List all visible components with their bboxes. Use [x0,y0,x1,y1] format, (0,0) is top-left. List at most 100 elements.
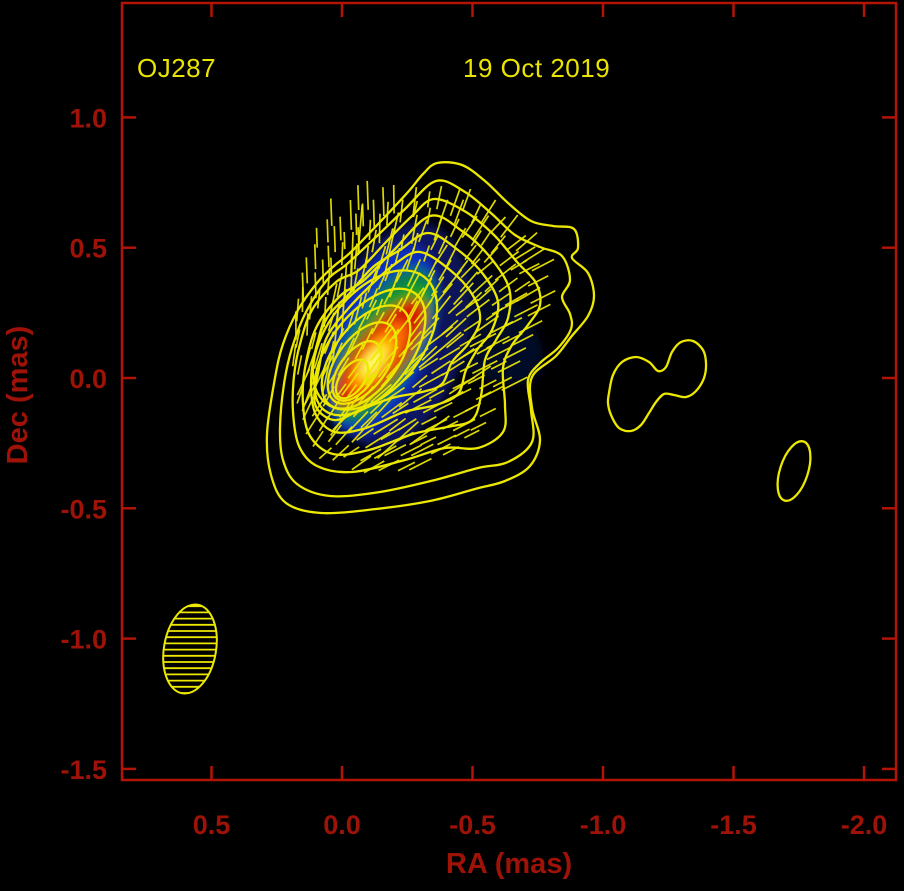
polarization-tick [502,347,527,361]
polarization-tick [380,371,395,388]
x-tick-label: -1.5 [710,810,757,840]
detached-knot-far-contour [776,440,812,502]
polarization-tick [404,353,426,376]
polarization-tick [296,368,311,396]
polarization-tick [494,263,517,281]
polarization-tick [500,214,519,238]
polarization-tick [360,448,382,462]
polarization-tick [343,231,346,250]
polarization-tick [312,430,324,447]
polarization-tick [394,247,401,265]
polarization-tick-long [329,394,361,436]
polarization-tick [372,199,376,228]
polarization-tick [483,246,499,263]
polarization-tick [381,401,403,419]
polarization-tick [470,203,482,224]
contour-line [313,287,427,417]
polarization-tick [330,257,333,277]
polarization-tick [308,296,313,320]
polarization-tick [449,218,460,238]
polarization-tick [480,231,492,246]
polarization-tick [361,327,374,350]
polarization-tick [397,461,416,472]
polarization-tick [363,460,385,474]
polarization-tick [518,262,540,275]
polarization-tick [459,361,479,373]
contour-line [291,197,542,474]
polarization-tick [332,444,350,461]
polarization-tick [458,344,483,360]
polarization-tick [366,180,370,210]
polarization-tick [430,443,451,455]
polarization-tick [433,216,443,241]
polarization-tick [407,300,419,320]
polarization-tick [428,325,454,346]
polarization-tick [327,245,330,268]
polarization-tick [474,315,500,334]
polarization-tick [464,402,482,413]
polarization-tick [410,329,433,351]
polarization-tick [422,399,447,414]
polarization-tick [370,383,392,403]
polarization-tick [386,201,389,226]
polarization-tick [316,290,321,309]
polarization-tick [397,371,415,387]
x-tick-label: 0.0 [323,810,361,840]
polarization-tick [515,231,538,252]
polarization-tick [296,386,304,404]
polarization-tick-long [321,340,335,396]
polarization-tick [313,367,326,390]
polarization-tick [410,347,429,365]
contour-line [313,250,482,422]
polarization-tick [459,271,479,293]
polarization-tick [461,215,478,239]
polarization-tick [326,370,338,387]
polarization-tick-long [332,302,340,362]
polarization-tick [385,228,394,255]
polarization-tick [322,385,335,407]
polarization-tick [472,215,490,240]
polarization-tick-long [376,420,420,460]
polarization-tick [365,431,391,449]
polarization-tick [353,296,363,325]
polarization-tick [343,446,360,458]
polarization-tick [377,362,390,378]
y-tick-label: -1.5 [60,755,107,785]
polarization-tick [356,372,374,393]
polarization-tick [412,200,419,218]
polarization-tick [342,337,355,361]
polarization-tick [318,447,333,460]
polarization-tick [470,421,487,432]
polarization-tick [346,310,355,332]
x-tick-label: -1.0 [580,810,627,840]
polarization-tick [452,282,474,306]
polarization-tick [453,199,465,225]
polarization-tick [367,269,378,293]
polarization-tick [395,258,409,283]
polarization-tick [423,245,431,262]
polarization-tick-long [410,415,450,445]
x-tick-label: -0.5 [449,810,496,840]
polarization-tick [333,226,337,253]
polarization-tick [310,332,317,350]
polarization-tick [327,312,335,332]
polarization-tick [515,286,541,303]
polarization-tick [486,346,513,361]
polarization-tick [447,299,463,315]
polarization-tick [347,358,363,379]
polarization-tick [412,187,418,217]
epoch-date-label: 19 Oct 2019 [463,53,610,83]
polarization-tick [470,230,482,247]
polarization-tick [404,399,432,414]
polarization-tick [398,342,414,358]
polarization-tick-long [407,277,433,323]
polarization-tick [441,360,465,376]
polarization-tick [398,388,423,408]
polarization-tick [476,260,494,275]
polarization-tick-long [350,231,354,293]
axes-frame: 0.5 0.0 -0.5 -1.0 -1.5 -2.0 1.0 0.5 0.0 -0.5 -1.0 -… [60,1,898,840]
polarization-tick [464,244,477,261]
x-tick-label: -2.0 [841,810,888,840]
polarization-tick [339,216,342,241]
polarization-tick [375,298,384,316]
